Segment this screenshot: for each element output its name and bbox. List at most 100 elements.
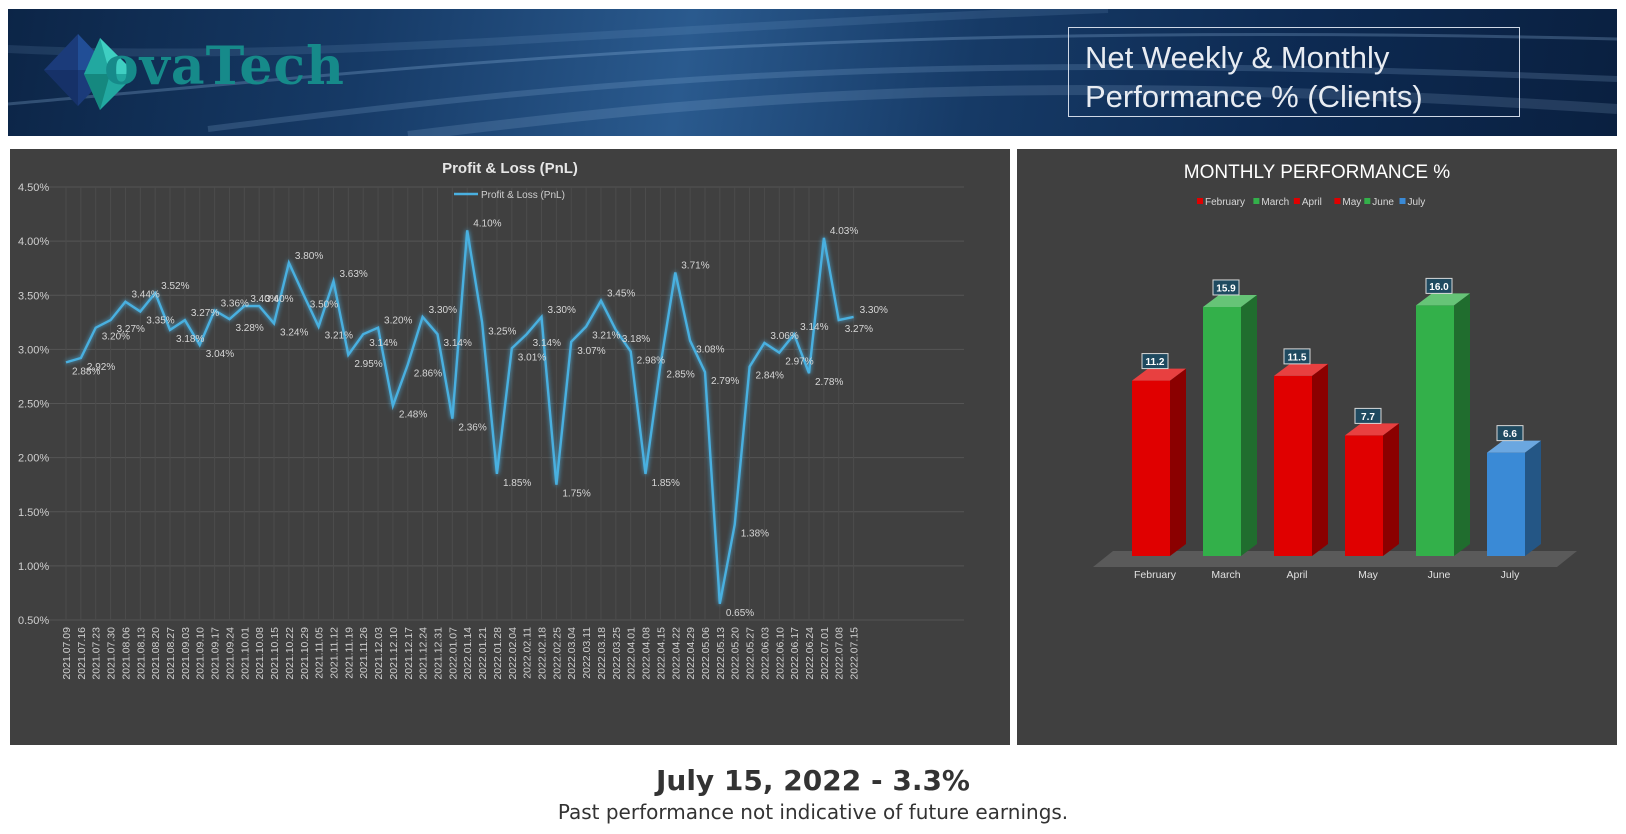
pnl-x-tick-label: 2021.11.12 [328, 627, 340, 679]
bar-side [1454, 293, 1470, 556]
banner-title-line1: Net Weekly & Monthly [1085, 40, 1390, 75]
bar-value-label: 7.7 [1361, 412, 1375, 423]
legend-label: March [1261, 197, 1289, 208]
pnl-x-tick-label: 2021.12.10 [388, 627, 400, 680]
pnl-x-tick-label: 2022.05.20 [730, 627, 742, 680]
pnl-y-axis: 4.50% 4.00% 3.50% 3.00% 2.50% 2.00% 1.50% 1.00%… [18, 182, 49, 627]
pnl-x-tick-label: 2022.04.29 [685, 627, 697, 680]
pnl-data-label: 3.14% [369, 338, 397, 349]
pnl-data-label: 3.25% [488, 326, 516, 337]
pnl-data-label: 3.20% [102, 332, 130, 343]
monthly-chart-panel: MONTHLY PERFORMANCE % February March April… [1017, 149, 1617, 745]
pnl-data-label: 3.27% [191, 308, 219, 319]
pnl-x-tick-label: 2022.03.04 [566, 627, 578, 680]
banner-streaks [8, 9, 1617, 136]
pnl-x-tick-label: 2022.06.24 [804, 627, 816, 680]
pnl-data-label: 1.85% [503, 478, 531, 489]
pnl-y-tick-label: 2.00% [18, 453, 49, 465]
bar-front [1203, 306, 1241, 556]
bar-category-label: April [1286, 569, 1307, 581]
pnl-data-label: 3.21% [592, 331, 620, 342]
bar-july: 6.6 [1487, 425, 1541, 556]
bar-category-label: June [1428, 569, 1451, 581]
pnl-data-label: 3.08% [696, 345, 724, 356]
pnl-data-label: 3.28% [235, 323, 263, 334]
bar-top [1132, 368, 1186, 381]
pnl-x-tick-label: 2022.04.01 [626, 627, 638, 680]
novatech-logo-icon [44, 34, 136, 110]
legend-label: April [1302, 197, 1322, 208]
pnl-x-tick-label: 2021.08.06 [120, 627, 132, 680]
pnl-data-label: 3.06% [770, 331, 798, 342]
banner-title-line2: Performance % (Clients) [1085, 79, 1423, 114]
pnl-y-tick-label: 1.00% [18, 561, 49, 573]
pnl-chart-panel: Profit & Loss (PnL) 4.50% 4.00% 3.50% 3.00%… [10, 149, 1010, 745]
bar-february: 11.2 [1132, 353, 1186, 556]
bar-front [1345, 435, 1383, 556]
bar-side [1312, 363, 1328, 556]
pnl-data-label: 2.97% [785, 357, 813, 368]
pnl-x-tick-label: 2021.11.05 [314, 627, 326, 679]
bar-top [1487, 440, 1541, 453]
bar-category-label: February [1134, 569, 1177, 581]
pnl-data-label: 3.24% [280, 327, 308, 338]
pnl-data-label: 3.14% [444, 338, 472, 349]
pnl-gridlines [48, 186, 964, 621]
pnl-data-label: 3.71% [681, 261, 709, 272]
pnl-data-label: 3.50% [310, 299, 338, 310]
pnl-x-tick-label: 2022.05.06 [700, 627, 712, 680]
bar-june: 16.0 [1416, 277, 1470, 556]
bar-march: 15.9 [1203, 279, 1257, 556]
pnl-data-label: 1.38% [741, 529, 769, 540]
monthly-legend: February March April May June July [1197, 197, 1425, 208]
legend-label: June [1372, 197, 1394, 208]
footer-disclaimer: Past performance not indicative of futur… [557, 800, 1069, 824]
pnl-x-tick-label: 2022.01.21 [477, 627, 489, 680]
pnl-data-label: 3.14% [800, 322, 828, 333]
pnl-x-tick-label: 2021.09.10 [195, 627, 207, 680]
header-banner: ovaTech Net Weekly & Monthly Performance… [8, 9, 1617, 136]
pnl-x-tick-label: 2021.09.24 [224, 627, 236, 680]
legend-swatch [1293, 198, 1300, 204]
pnl-data-label: 3.18% [176, 334, 204, 345]
pnl-data-label: 3.44% [131, 290, 159, 301]
pnl-data-label: 3.27% [845, 324, 873, 335]
bar-front [1132, 380, 1170, 556]
pnl-x-tick-label: 2021.10.29 [299, 627, 311, 680]
pnl-data-label: 2.79% [711, 376, 739, 387]
pnl-y-tick-label: 2.50% [18, 399, 49, 411]
pnl-data-label: 3.01% [518, 352, 546, 363]
pnl-x-tick-label: 2021.08.27 [165, 627, 177, 680]
pnl-data-label: 3.20% [384, 316, 412, 327]
pnl-x-tick-label: 2022.04.15 [655, 627, 667, 680]
pnl-data-label: 2.48% [399, 410, 427, 421]
bar-side [1170, 368, 1186, 556]
pnl-x-tick-label: 2022.02.11 [522, 627, 534, 679]
pnl-data-label: 2.88% [72, 366, 100, 377]
monthly-bar-chart: MONTHLY PERFORMANCE % February March April… [1093, 162, 1577, 581]
pnl-x-tick-label: 2022.05.13 [715, 627, 727, 680]
logo-text: ovaTech [104, 36, 345, 97]
pnl-x-tick-label: 2022.05.27 [745, 627, 757, 680]
pnl-data-label: 2.36% [458, 423, 486, 434]
monthly-bars: 11.2 15.9 11.5 7.7 16.0 6.6 [1132, 277, 1541, 556]
pnl-x-tick-label: 2022.07.01 [819, 627, 831, 680]
pnl-data-label: 3.14% [533, 338, 561, 349]
pnl-x-tick-label: 2021.12.17 [403, 627, 415, 680]
pnl-x-tick-label: 2021.10.01 [239, 627, 251, 680]
pnl-x-tick-label: 2021.11.19 [343, 627, 355, 679]
pnl-data-label: 2.92% [87, 362, 115, 373]
bar-front [1487, 452, 1525, 556]
pnl-legend-label: Profit & Loss (PnL) [481, 190, 565, 201]
pnl-data-label: 3.30% [429, 305, 457, 316]
pnl-x-tick-label: 2022.03.11 [581, 627, 593, 679]
pnl-data-label: 3.04% [206, 349, 234, 360]
pnl-x-tick-label: 2021.12.31 [433, 627, 445, 680]
pnl-data-label: 3.45% [607, 289, 635, 300]
pnl-y-tick-label: 0.50% [18, 615, 49, 627]
pnl-x-tick-label: 2021.07.30 [106, 627, 118, 680]
pnl-x-tick-label: 2022.01.28 [492, 627, 504, 680]
legend-swatch [1364, 198, 1371, 204]
bar-top [1274, 363, 1328, 376]
pnl-data-label: 1.75% [562, 489, 590, 500]
